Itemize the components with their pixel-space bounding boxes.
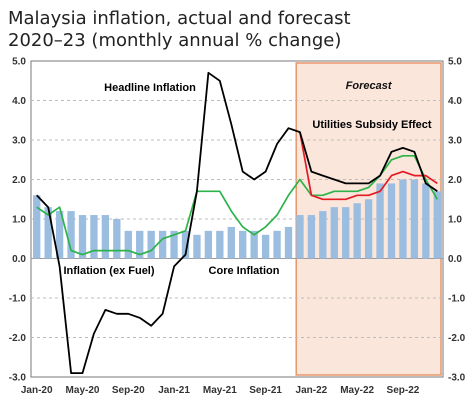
core-inflation-bar xyxy=(364,199,373,259)
core-inflation-bar xyxy=(273,230,281,259)
core-inflation-bar xyxy=(261,234,270,259)
core-inflation-bar xyxy=(319,211,327,259)
core-inflation-bar xyxy=(158,230,167,259)
core-inflation-bar xyxy=(410,179,419,259)
core-inflation-bars xyxy=(33,179,441,259)
y-tick-label-right: 3.0 xyxy=(448,136,462,147)
y-tick-label-right: -1.0 xyxy=(448,294,466,305)
core-inflation-bar xyxy=(296,215,304,259)
series-lines xyxy=(36,71,439,375)
core-inflation-bar xyxy=(101,215,110,259)
x-tick-label: May-21 xyxy=(203,385,237,396)
y-tick-label-right: -2.0 xyxy=(448,333,466,344)
core-inflation-bar xyxy=(376,183,384,259)
core-inflation-bar xyxy=(136,230,144,259)
y-tick-label-left: 3.0 xyxy=(12,136,26,147)
y-tick-label-left: 1.0 xyxy=(12,215,26,226)
x-tick-label: Jan-20 xyxy=(21,385,53,396)
core-inflation-bar xyxy=(67,211,75,259)
core-inflation-bar xyxy=(387,183,396,259)
x-tick-label: Jan-22 xyxy=(296,385,328,396)
y-tick-label-right: 2.0 xyxy=(448,175,462,186)
annotation-core-inflation: Core Inflation xyxy=(209,265,280,277)
core-inflation-bar xyxy=(170,230,178,259)
core-inflation-bar xyxy=(55,211,64,259)
core-inflation-bar xyxy=(307,215,316,259)
core-inflation-bar xyxy=(250,230,258,259)
x-tick-label: May-20 xyxy=(66,385,100,396)
forecast-label: Forecast xyxy=(346,80,393,92)
core-inflation-bar xyxy=(227,226,235,259)
core-inflation-bar xyxy=(433,191,441,259)
y-tick-label-left: 2.0 xyxy=(12,175,26,186)
y-tick-label-right: -3.0 xyxy=(448,373,466,384)
core-inflation-bar xyxy=(330,207,338,259)
x-tick-label: Jan-21 xyxy=(158,385,190,396)
annotation-utilities-subsidy-effect: Utilities Subsidy Effect xyxy=(312,119,432,131)
y-tick-label-left: 4.0 xyxy=(12,96,26,107)
y-tick-label-left: -3.0 xyxy=(9,373,27,384)
y-axis-right: 5.0 4.0 3.0 2.0 1.0 0.0 -1.0 -2.0 -3.0 xyxy=(448,57,466,384)
chart-subtitle: 2020–23 (monthly annual % change) xyxy=(8,30,341,51)
core-inflation-bar xyxy=(342,207,350,259)
core-inflation-bar xyxy=(239,230,247,259)
core-inflation-bar xyxy=(44,207,52,259)
y-tick-label-left: -2.0 xyxy=(9,333,27,344)
line-utilities-subsidy-effect xyxy=(299,131,438,201)
core-inflation-bar xyxy=(399,179,407,259)
line-inflation-ex-fuel xyxy=(36,154,439,256)
core-inflation-bar xyxy=(353,203,361,259)
core-inflation-bar xyxy=(147,230,155,259)
chart-title: Malaysia inflation, actual and forecast xyxy=(8,8,351,29)
y-tick-label-right: 4.0 xyxy=(448,96,462,107)
y-tick-label-left: 5.0 xyxy=(12,57,26,68)
x-axis: Jan-20 May-20 Sep-20 Jan-21 May-21 Sep-21 Jan-… xyxy=(21,385,420,396)
core-inflation-bar xyxy=(90,215,98,259)
y-tick-label-right: 5.0 xyxy=(448,57,462,68)
x-tick-label: Sep-20 xyxy=(112,385,145,396)
x-tick-label: Sep-21 xyxy=(249,385,282,396)
x-tick-label: May-22 xyxy=(340,385,374,396)
annotation-inflation-ex-fuel: Inflation (ex Fuel) xyxy=(63,265,154,277)
core-inflation-bar xyxy=(33,195,41,259)
core-inflation-bar xyxy=(193,234,201,259)
annotation-headline-inflation: Headline Inflation xyxy=(104,82,196,94)
core-inflation-bar xyxy=(113,219,121,259)
core-inflation-bar xyxy=(284,226,293,259)
core-inflation-bar xyxy=(216,230,224,259)
y-tick-label-right: 0.0 xyxy=(448,254,462,265)
core-inflation-bar xyxy=(204,230,213,259)
core-inflation-bar xyxy=(124,230,132,259)
y-tick-label-left: -1.0 xyxy=(9,294,27,305)
y-tick-label-right: 1.0 xyxy=(448,215,462,226)
y-axis-left: 5.0 4.0 3.0 2.0 1.0 0.0 -1.0 -2.0 -3.0 xyxy=(9,57,27,384)
core-inflation-bar xyxy=(181,230,190,259)
core-inflation-bar xyxy=(78,215,87,259)
line-headline-inflation xyxy=(36,71,438,375)
x-tick-label: Sep-22 xyxy=(387,385,420,396)
core-inflation-bar xyxy=(422,183,430,259)
y-tick-label-left: 0.0 xyxy=(12,254,26,265)
